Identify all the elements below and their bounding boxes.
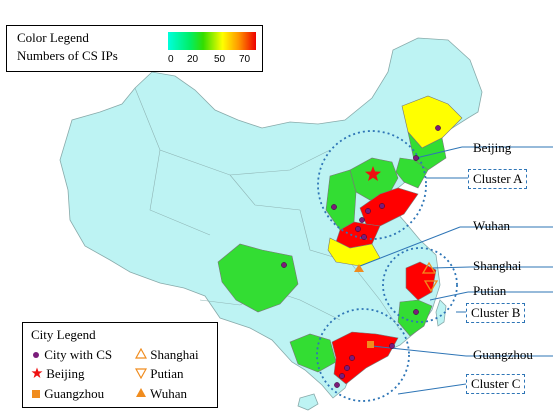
gradient-tick: 50 xyxy=(214,54,226,65)
legend-item-shanghai: Shanghai xyxy=(134,347,199,363)
cluster-b-label: Cluster B xyxy=(466,303,526,323)
cluster-a-ring xyxy=(317,130,427,240)
city-legend-title: City Legend xyxy=(31,327,96,342)
province-guangdong xyxy=(331,331,399,385)
orange-square-icon xyxy=(32,390,40,398)
hainan-island xyxy=(297,393,319,411)
down-triangle-outline-icon xyxy=(134,368,148,380)
color-gradient-bar xyxy=(168,32,256,50)
city-legend: City Legend City with CS Shanghai Beijin… xyxy=(22,322,218,408)
province-sichuan xyxy=(217,243,299,313)
taiwan-island xyxy=(435,299,447,327)
legend-item-wuhan: Wuhan xyxy=(135,386,187,402)
label-shanghai: Shanghai xyxy=(473,258,522,273)
province-fujian xyxy=(397,299,433,337)
label-beijing: Beijing xyxy=(473,140,512,155)
china-outline xyxy=(59,37,483,399)
cluster-a-label: Cluster A xyxy=(468,169,528,189)
legend-item-guangzhou: Guangzhou xyxy=(31,386,104,402)
orange-triangle-icon xyxy=(136,388,146,397)
red-star-icon xyxy=(31,367,43,378)
leader-lines xyxy=(359,146,553,395)
color-legend-title: Color Legend xyxy=(17,30,89,45)
city-dots xyxy=(281,125,441,388)
gradient-tick: 70 xyxy=(239,54,251,65)
wuhan-triangle-icon xyxy=(354,264,364,272)
cluster-b-ring xyxy=(382,247,458,323)
label-putian: Putian xyxy=(473,283,507,298)
beijing-star-icon xyxy=(365,166,381,181)
putian-triangle-icon xyxy=(423,280,439,293)
label-guangzhou: Guangzhou xyxy=(473,347,533,362)
purple-dot-icon xyxy=(33,352,39,358)
shanghai-triangle-icon xyxy=(421,261,437,274)
color-legend: Color Legend Numbers of CS IPs 0 20 50 7… xyxy=(6,25,263,72)
legend-item-city-with-cs: City with CS xyxy=(31,347,112,363)
province-hebei xyxy=(349,157,399,201)
province-zhejiang xyxy=(405,261,437,301)
color-legend-subtitle: Numbers of CS IPs xyxy=(17,48,118,63)
gradient-tick: 0 xyxy=(168,54,174,65)
up-triangle-outline-icon xyxy=(134,347,148,359)
gradient-tick: 20 xyxy=(187,54,199,65)
cluster-c-label: Cluster C xyxy=(466,374,526,394)
legend-item-beijing: Beijing xyxy=(31,366,85,382)
guangzhou-square-icon xyxy=(367,341,374,348)
cluster-c-ring xyxy=(316,308,410,402)
legend-item-putian: Putian xyxy=(134,366,183,382)
label-wuhan: Wuhan xyxy=(473,218,511,233)
